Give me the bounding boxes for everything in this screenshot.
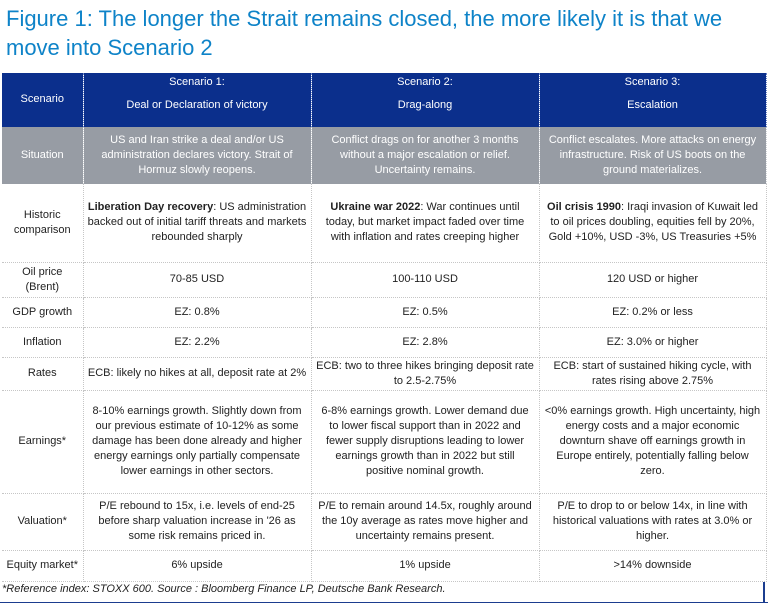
- oil-cell-2: 100-110 USD: [311, 262, 540, 298]
- earnings-cell-2: 6-8% earnings growth. Lower demand due t…: [311, 390, 540, 494]
- footer-rule: [0, 602, 768, 603]
- earnings-cell-3: <0% earnings growth. High uncertainty, h…: [539, 390, 767, 494]
- scenario-2-name: Scenario 2:: [397, 76, 453, 88]
- equity-cell-1: 6% upside: [83, 550, 312, 582]
- situation-cell-1: US and Iran strike a deal and/or US admi…: [83, 127, 312, 184]
- row-label-historic: Historic comparison: [2, 184, 84, 263]
- scenario-3-name: Scenario 3:: [624, 76, 681, 88]
- row-label-equity: Equity market*: [2, 550, 84, 582]
- situation-cell-3: Conflict escalates. More attacks on ener…: [539, 127, 767, 184]
- historic-row: Historic comparison Liberation Day recov…: [2, 184, 767, 263]
- historic-2-text: : War continues until today, but market …: [325, 201, 525, 244]
- historic-1-text: : US administration backed out of initia…: [87, 201, 307, 244]
- gdp-cell-1: EZ: 0.8%: [83, 297, 312, 328]
- valuation-cell-1: P/E rebound to 15x, i.e. levels of end-2…: [83, 493, 312, 551]
- historic-cell-2: Ukraine war 2022: War continues until to…: [311, 184, 540, 263]
- scenario-1-name: Scenario 1:: [169, 76, 225, 88]
- oil-cell-3: 120 USD or higher: [539, 262, 767, 298]
- historic-3-title: Oil crisis 1990: [547, 201, 622, 214]
- header-row: Scenario Scenario 1: Deal or Declaration…: [2, 73, 767, 127]
- scenario-3-header: Scenario 3: Escalation: [539, 73, 767, 127]
- row-label-inflation: Inflation: [2, 327, 84, 358]
- oil-cell-1: 70-85 USD: [83, 262, 312, 298]
- scenario-2-desc: Drag-along: [397, 99, 453, 111]
- gdp-cell-2: EZ: 0.5%: [311, 297, 540, 328]
- equity-row: Equity market* 6% upside 1% upside >14% …: [2, 550, 767, 582]
- scenario-3-desc: Escalation: [627, 99, 678, 111]
- row-label-valuation: Valuation*: [2, 493, 84, 551]
- historic-cell-3: Oil crisis 1990: Iraqi invasion of Kuwai…: [539, 184, 767, 263]
- oil-row: Oil price (Brent) 70-85 USD 100-110 USD …: [2, 262, 767, 298]
- historic-1-title: Liberation Day recovery: [87, 201, 214, 214]
- rates-cell-1: ECB: likely no hikes at all, deposit rat…: [83, 357, 312, 391]
- historic-2-title: Ukraine war 2022: [330, 201, 421, 214]
- row-label-gdp: GDP growth: [2, 297, 84, 328]
- footer-tick: [763, 582, 765, 602]
- inflation-cell-3: EZ: 3.0% or higher: [539, 327, 767, 358]
- row-label-situation: Situation: [2, 127, 84, 184]
- row-label-earnings: Earnings*: [2, 390, 84, 494]
- gdp-cell-3: EZ: 0.2% or less: [539, 297, 767, 328]
- equity-cell-3: >14% downside: [539, 550, 767, 582]
- row-label-rates: Rates: [2, 357, 84, 391]
- situation-row: Situation US and Iran strike a deal and/…: [2, 127, 767, 184]
- figure-title: Figure 1: The longer the Strait remains …: [6, 6, 723, 60]
- scenario-table: Scenario Scenario 1: Deal or Declaration…: [2, 73, 767, 582]
- scenario-1-header: Scenario 1: Deal or Declaration of victo…: [83, 73, 312, 127]
- situation-cell-2: Conflict drags on for another 3 months w…: [311, 127, 540, 184]
- rates-cell-3: ECB: start of sustained hiking cycle, wi…: [539, 357, 767, 391]
- scenario-1-desc: Deal or Declaration of victory: [126, 99, 268, 111]
- earnings-cell-1: 8-10% earnings growth. Slightly down fro…: [83, 390, 312, 494]
- inflation-row: Inflation EZ: 2.2% EZ: 2.8% EZ: 3.0% or …: [2, 327, 767, 358]
- historic-cell-1: Liberation Day recovery: US administrati…: [83, 184, 312, 263]
- rates-row: Rates ECB: likely no hikes at all, depos…: [2, 357, 767, 391]
- row-label-scenario: Scenario: [2, 73, 84, 127]
- rates-cell-2: ECB: two to three hikes bringing deposit…: [311, 357, 540, 391]
- valuation-cell-2: P/E to remain around 14.5x, roughly arou…: [311, 493, 540, 551]
- source-footnote: *Reference index: STOXX 600. Source : Bl…: [2, 583, 446, 595]
- earnings-row: Earnings* 8-10% earnings growth. Slightl…: [2, 390, 767, 494]
- inflation-cell-2: EZ: 2.8%: [311, 327, 540, 358]
- row-label-oil: Oil price (Brent): [2, 262, 84, 298]
- equity-cell-2: 1% upside: [311, 550, 540, 582]
- inflation-cell-1: EZ: 2.2%: [83, 327, 312, 358]
- scenario-2-header: Scenario 2: Drag-along: [311, 73, 540, 127]
- valuation-row: Valuation* P/E rebound to 15x, i.e. leve…: [2, 493, 767, 551]
- valuation-cell-3: P/E to drop to or below 14x, in line wit…: [539, 493, 767, 551]
- gdp-row: GDP growth EZ: 0.8% EZ: 0.5% EZ: 0.2% or…: [2, 297, 767, 328]
- historic-3-text: : Iraqi invasion of Kuwait led to oil pr…: [548, 201, 758, 244]
